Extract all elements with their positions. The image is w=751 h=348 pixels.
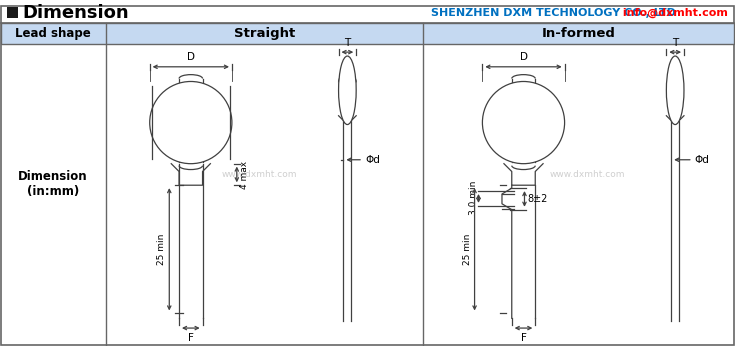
Text: F: F (188, 333, 194, 343)
Text: Φd: Φd (695, 155, 710, 165)
Text: Dimension
(in:mm): Dimension (in:mm) (18, 170, 88, 198)
Text: www.dxmht.com: www.dxmht.com (222, 170, 297, 179)
Text: Straight: Straight (234, 27, 295, 40)
Bar (7, 7, 17, 18)
Text: F: F (520, 333, 526, 343)
Text: www.dxmht.com: www.dxmht.com (550, 170, 625, 179)
Text: In-formed: In-formed (541, 27, 615, 40)
Text: 8±2: 8±2 (527, 194, 547, 204)
Text: SHENZHEN DXM TECHNOLOGY CO., LTD: SHENZHEN DXM TECHNOLOGY CO., LTD (430, 8, 675, 18)
Text: T: T (672, 38, 678, 48)
Ellipse shape (666, 56, 684, 125)
Text: 25 min: 25 min (158, 234, 167, 265)
Text: D: D (187, 52, 195, 62)
Ellipse shape (339, 56, 356, 125)
Text: Lead shape: Lead shape (15, 27, 91, 40)
Text: 4 max: 4 max (240, 160, 249, 189)
Text: Φd: Φd (365, 155, 380, 165)
Text: 3.0 min: 3.0 min (469, 181, 478, 215)
Text: 25 min: 25 min (463, 234, 472, 265)
Text: D: D (520, 52, 527, 62)
Text: T: T (344, 38, 351, 48)
Text: info@dxmht.com: info@dxmht.com (620, 8, 728, 18)
Text: Dimension: Dimension (23, 4, 129, 22)
Circle shape (149, 81, 232, 164)
Bar (1, 23, 734, 44)
Circle shape (482, 81, 565, 164)
